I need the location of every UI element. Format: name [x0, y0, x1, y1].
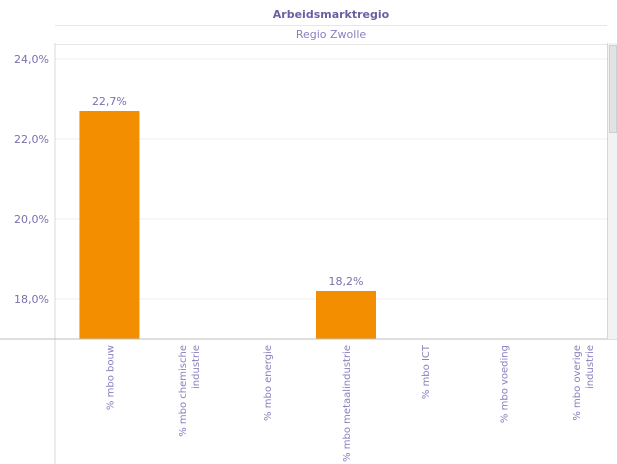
x-tick-label: % mbo bouw — [105, 345, 116, 410]
data-label: 22,7% — [92, 95, 127, 108]
y-tick-label: 20,0% — [14, 213, 49, 226]
bar[interactable] — [79, 111, 140, 339]
x-tick-label-line: % mbo voeding — [500, 345, 511, 423]
chart-title: Arbeidsmarktregio — [272, 8, 390, 21]
x-tick-label: % mbo metaalindustrie — [342, 345, 353, 462]
x-tick-label-line: % mbo energie — [263, 345, 274, 421]
x-tick-label: % mbo voeding — [500, 345, 511, 423]
x-tick-label-line: % mbo bouw — [105, 345, 116, 410]
vertical-scrollbar[interactable] — [607, 43, 617, 339]
chart-subtitle: Regio Zwolle — [55, 25, 607, 45]
x-tick-label: % mbo energie — [263, 345, 274, 421]
x-tick-label-line: industrie — [191, 345, 202, 389]
x-tick-label: % mbo overige industrie — [572, 345, 596, 421]
y-tick-label: 22,0% — [14, 133, 49, 146]
x-tick-label-line: % mbo metaalindustrie — [342, 345, 353, 462]
y-tick-label: 18,0% — [14, 293, 49, 306]
x-tick-label-line: % mbo chemische — [178, 345, 189, 437]
x-tick-label-line: % mbo ICT — [421, 344, 432, 399]
bar[interactable] — [316, 291, 376, 339]
x-tick-label-line: % mbo overige — [572, 345, 583, 421]
y-tick-label: 24,0% — [14, 53, 49, 66]
x-tick-label-line: industrie — [585, 345, 596, 389]
x-tick-label: % mbo chemische industrie — [178, 345, 202, 437]
scrollbar-thumb[interactable] — [609, 45, 617, 133]
x-tick-label: % mbo ICT — [421, 344, 432, 399]
data-label: 18,2% — [329, 275, 364, 288]
